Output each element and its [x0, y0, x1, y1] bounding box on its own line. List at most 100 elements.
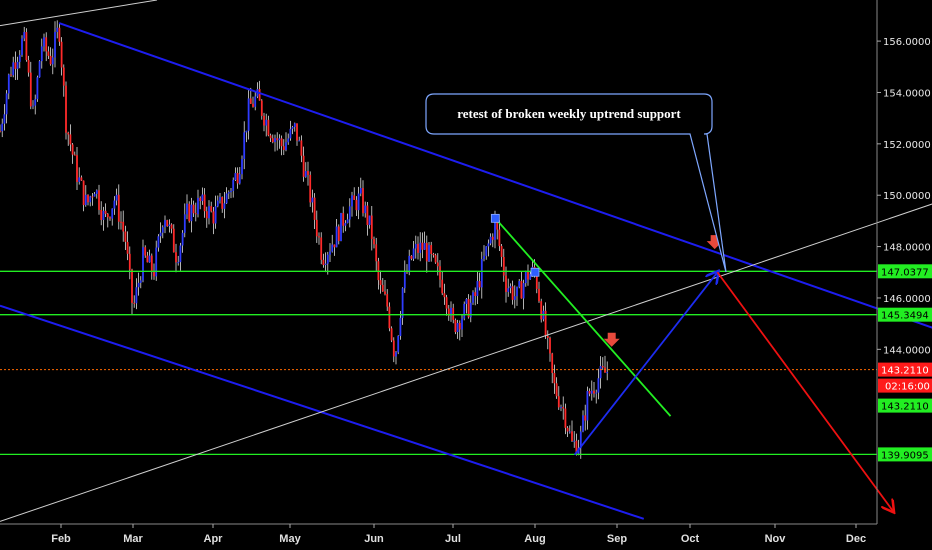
candle-body — [234, 173, 237, 180]
candle-body — [164, 220, 166, 228]
candle-body — [408, 255, 411, 273]
candle-body — [82, 180, 85, 206]
candle-body — [269, 135, 272, 139]
candle-body — [355, 199, 358, 211]
candle-body — [505, 275, 507, 292]
y-tick-label: 148.0000 — [883, 243, 931, 254]
candle-body — [139, 280, 142, 283]
candle-body — [595, 392, 598, 394]
x-tick-label: May — [279, 533, 301, 545]
candle-body — [513, 296, 516, 300]
candle-body — [175, 252, 177, 263]
candle-body — [529, 274, 532, 280]
candle-body — [282, 146, 285, 151]
x-tick-label: Oct — [681, 533, 700, 545]
candle-body — [500, 246, 503, 257]
candle-body — [84, 194, 87, 206]
candle-body — [419, 242, 422, 253]
candle-body — [106, 213, 109, 218]
candle-body — [111, 208, 114, 219]
y-tick-label: 154.0000 — [883, 88, 931, 99]
candle-body — [12, 62, 15, 76]
candle-body — [520, 281, 523, 299]
candle-body — [322, 259, 325, 265]
candle-body — [593, 390, 595, 394]
candle-body — [109, 217, 111, 219]
candle-body — [32, 105, 34, 107]
candle-body — [320, 237, 323, 260]
candle-body — [465, 299, 468, 304]
countdown-bg — [878, 378, 932, 393]
candle-body — [225, 193, 228, 204]
candle-body — [340, 213, 342, 241]
candle-body — [313, 197, 316, 220]
candle-body — [571, 431, 573, 441]
candle-body — [302, 155, 305, 177]
level-price-tag-bg — [878, 447, 932, 462]
candle-body — [252, 103, 254, 107]
candle-body — [535, 271, 538, 289]
candle-body — [280, 138, 283, 147]
candle-body — [346, 219, 349, 223]
y-tick-label: 144.0000 — [883, 345, 931, 356]
candle-body — [278, 138, 281, 141]
candle-body — [230, 190, 232, 193]
candle-body — [10, 74, 12, 76]
prior-uptrend-line — [0, 0, 158, 27]
candle-body — [192, 204, 195, 214]
last-price-box-label: 143.2110 — [881, 402, 929, 413]
candle-body — [344, 222, 347, 226]
candle-body — [73, 154, 76, 156]
candle-body — [342, 213, 345, 226]
candle-body — [401, 288, 404, 318]
candle-body — [606, 372, 609, 374]
candle-body — [353, 195, 356, 200]
candle-body — [117, 194, 120, 222]
candle-body — [379, 280, 382, 285]
candle-body — [265, 119, 268, 126]
candle-body — [60, 41, 63, 68]
candle-body — [98, 190, 100, 210]
countdown-label: 02:16:00 — [885, 382, 930, 393]
candle-body — [456, 322, 459, 333]
x-tick-label: Dec — [846, 533, 866, 545]
candle-body — [208, 206, 210, 219]
y-tick-label: 156.0000 — [883, 37, 931, 48]
candle-body — [285, 142, 287, 151]
candle-body — [157, 236, 160, 248]
candle-body — [447, 308, 450, 316]
candle-body — [170, 224, 173, 229]
candle-body — [549, 337, 551, 354]
candle-body — [414, 243, 417, 249]
candle-body — [254, 96, 257, 107]
candle-body — [601, 365, 604, 368]
candle-body — [87, 194, 89, 203]
candle-body — [276, 138, 279, 141]
candle-body — [199, 197, 202, 202]
y-tick-label: 150.0000 — [883, 191, 931, 202]
candle-body — [159, 232, 162, 237]
candle-body — [331, 244, 334, 252]
candle-body — [142, 247, 144, 281]
candle-body — [370, 215, 373, 240]
candle-body — [304, 171, 307, 177]
candle-body — [115, 194, 118, 201]
candle-body — [502, 256, 505, 276]
candle-body — [579, 431, 582, 448]
candle-body — [113, 200, 116, 209]
candle-body — [135, 287, 138, 304]
candle-body — [351, 195, 353, 207]
candle-body — [516, 286, 518, 297]
x-tick-label: Feb — [51, 533, 71, 545]
candle-body — [45, 37, 48, 52]
uptrend-support-line — [0, 203, 932, 522]
candle-body — [69, 134, 72, 145]
candle-body — [357, 193, 360, 211]
pivot-marker — [530, 267, 540, 277]
candle-body — [588, 391, 591, 394]
candle-body — [428, 245, 430, 262]
candle-body — [245, 130, 248, 133]
candle-body — [458, 322, 461, 330]
candle-body — [511, 286, 514, 300]
